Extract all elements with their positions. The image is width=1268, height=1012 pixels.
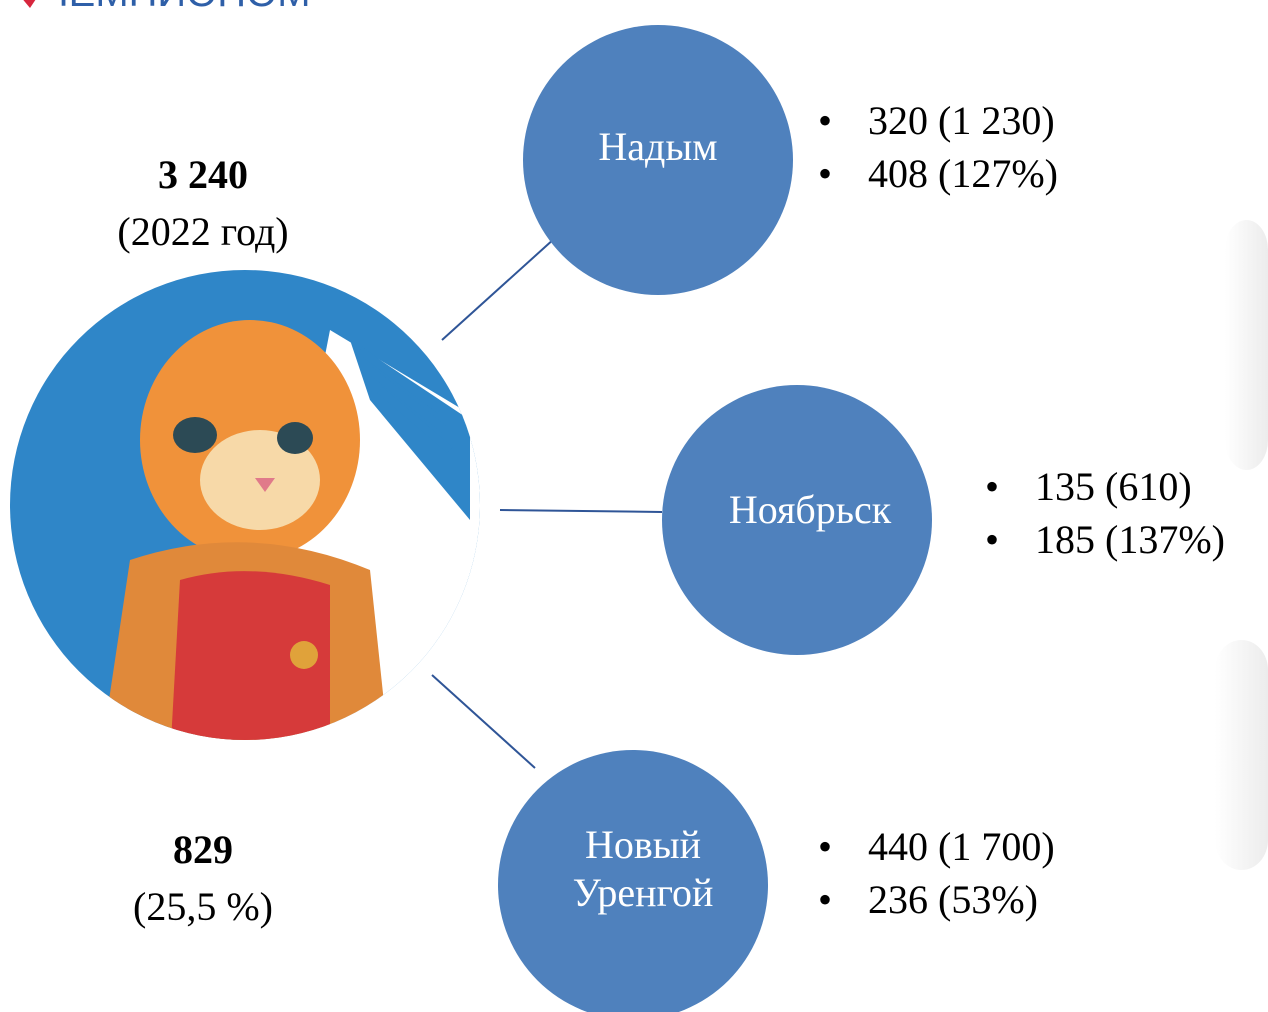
node-label: Надым xyxy=(598,124,717,169)
mascot-image xyxy=(0,260,500,760)
bullet: • xyxy=(818,877,832,922)
edge-shape xyxy=(1225,220,1268,470)
node-item: 320 (1 230) xyxy=(868,98,1055,143)
connector xyxy=(442,238,555,340)
bullet: • xyxy=(985,464,999,509)
node-item: 135 (610) xyxy=(1035,464,1192,509)
node-item: 185 (137%) xyxy=(1035,517,1225,562)
bullet: • xyxy=(818,151,832,196)
logo-text: ЧЕМПИОНОМ xyxy=(42,0,311,15)
total-value: 3 240 xyxy=(158,152,248,197)
node-item: 440 (1 700) xyxy=(868,824,1055,869)
page: { "header": {"logo_text": "ЧЕМПИОНОМ"}, … xyxy=(0,0,1268,1012)
total-caption: (2022 год) xyxy=(117,209,288,254)
node-label: Новый xyxy=(585,822,701,867)
node-item: 408 (127%) xyxy=(868,151,1058,196)
bullet: • xyxy=(818,98,832,143)
node-label: Уренгой xyxy=(573,870,714,915)
connector xyxy=(432,675,535,768)
connector xyxy=(500,510,662,512)
node-label: Ноябрьск xyxy=(729,487,892,532)
node-item: 236 (53%) xyxy=(868,877,1038,922)
summary-caption: (25,5 %) xyxy=(133,884,273,929)
edge-shape xyxy=(1215,640,1268,870)
diagram: ЧЕМПИОНОМ 3 240 (2022 год) 829 (25,5 %) … xyxy=(0,0,1268,1012)
bullet: • xyxy=(818,824,832,869)
logo-mark xyxy=(20,0,38,8)
summary-value: 829 xyxy=(173,827,233,872)
bullet: • xyxy=(985,517,999,562)
